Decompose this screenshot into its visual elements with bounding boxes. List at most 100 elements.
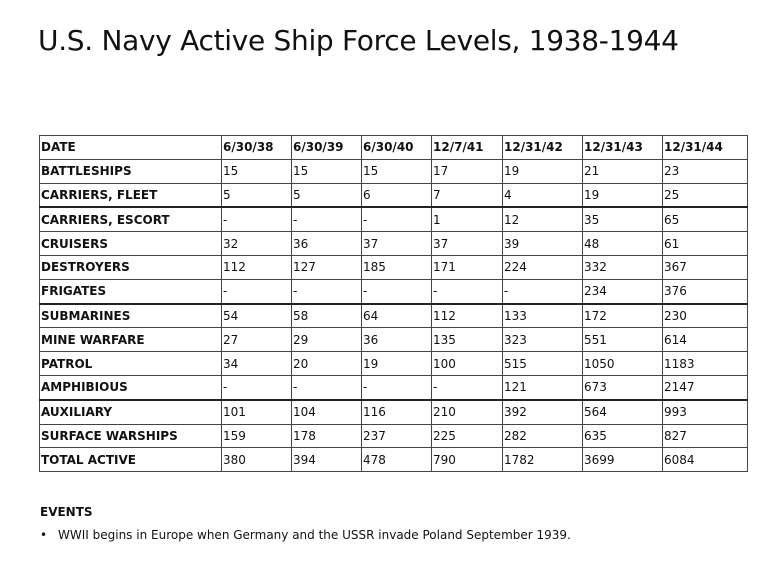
table-cell: 159 xyxy=(221,423,292,449)
table-row: CARRIERS, ESCORT - - -1 12 35 65 xyxy=(39,206,748,233)
events-heading: EVENTS xyxy=(40,505,93,519)
table-cell: 35 xyxy=(582,206,663,233)
page-title: U.S. Navy Active Ship Force Levels, 1938… xyxy=(38,24,679,57)
table-cell: - xyxy=(291,374,362,401)
header-cell: 12/7/41 xyxy=(431,135,503,160)
table-cell: 65 xyxy=(662,206,748,233)
table-row: BATTLESHIPS 15 15 15 17 19 21 23 xyxy=(39,158,748,184)
row-label: DESTROYERS xyxy=(39,254,222,280)
table-cell: 19 xyxy=(361,351,432,376)
table-cell: 25 xyxy=(662,182,748,208)
table-cell: - xyxy=(221,206,292,233)
table-cell: 2147 xyxy=(662,374,748,401)
table-cell: 112 xyxy=(221,254,292,280)
table-cell: 127 xyxy=(291,254,362,280)
table-cell: 185 xyxy=(361,254,432,280)
table-cell: 27 xyxy=(221,327,292,353)
table-cell: 1183 xyxy=(662,351,748,376)
table-cell: 394 xyxy=(291,447,362,473)
table-cell: 54 xyxy=(221,302,292,329)
table-cell: 121 xyxy=(502,374,583,401)
table-cell: 112 xyxy=(431,302,503,329)
table-cell: 332 xyxy=(582,254,663,280)
table-row: MINE WARFARE 27 29 36 135 323 551 614 xyxy=(39,327,748,353)
table-cell: - xyxy=(502,278,583,305)
table-row: TOTAL ACTIVE 380 394 478 790 1782 3699 6084 xyxy=(39,447,748,473)
table-cell: - xyxy=(431,278,503,305)
table-cell: 36 xyxy=(361,327,432,353)
table-row: CRUISERS 32 36 37 37 39 48 61 xyxy=(39,231,748,256)
table-cell: 172 xyxy=(582,302,663,329)
table-row: CARRIERS, FLEET 5 5 6 7 4 19 25 xyxy=(39,182,748,208)
table-row: PATROL 34 20 19 100 515 1050 1183 xyxy=(39,351,748,376)
row-label: SUBMARINES xyxy=(39,302,222,329)
table-cell: - xyxy=(361,206,432,233)
table-cell: 7 xyxy=(431,182,503,208)
table-cell: 135 xyxy=(431,327,503,353)
table-cell: 827 xyxy=(662,423,748,449)
table-cell: 1782 xyxy=(502,447,583,473)
table-cell: 1050 xyxy=(582,351,663,376)
table-cell: 367 xyxy=(662,254,748,280)
event-item: • WWII begins in Europe when Germany and … xyxy=(40,528,571,542)
table-row: FRIGATES - - - - -234 376 xyxy=(39,278,748,305)
table-cell: 380 xyxy=(221,447,292,473)
table-row: SURFACE WARSHIPS 159 178 237 225 282 635 827 xyxy=(39,423,748,449)
table-cell: 15 xyxy=(221,158,292,184)
table-cell: 12 xyxy=(502,206,583,233)
table-cell: 36 xyxy=(291,231,362,256)
table-cell: 790 xyxy=(431,447,503,473)
table-cell: 614 xyxy=(662,327,748,353)
table-cell: 376 xyxy=(662,278,748,305)
table-cell: 58 xyxy=(291,302,362,329)
table-cell: 4 xyxy=(502,182,583,208)
table-cell: 133 xyxy=(502,302,583,329)
force-levels-table: DATE 6/30/38 6/30/39 6/30/40 12/7/41 12/31/42… xyxy=(39,135,748,473)
table-row: AMPHIBIOUS - - - -121 673 2147 xyxy=(39,374,748,401)
table-cell: - xyxy=(221,278,292,305)
table-cell: 15 xyxy=(291,158,362,184)
row-label: TOTAL ACTIVE xyxy=(39,447,222,473)
table-cell: 29 xyxy=(291,327,362,353)
table-cell: - xyxy=(361,374,432,401)
table-cell: 23 xyxy=(662,158,748,184)
table-cell: 210 xyxy=(431,398,503,425)
row-label: CARRIERS, FLEET xyxy=(39,182,222,208)
table-cell: 551 xyxy=(582,327,663,353)
table-cell: - xyxy=(291,206,362,233)
row-label: BATTLESHIPS xyxy=(39,158,222,184)
header-cell: 6/30/39 xyxy=(291,135,362,160)
table-cell: 39 xyxy=(502,231,583,256)
table-cell: 34 xyxy=(221,351,292,376)
header-cell: 12/31/44 xyxy=(662,135,748,160)
table-cell: 282 xyxy=(502,423,583,449)
header-cell: 12/31/43 xyxy=(582,135,663,160)
row-label: CRUISERS xyxy=(39,231,222,256)
table-cell: 230 xyxy=(662,302,748,329)
row-label: SURFACE WARSHIPS xyxy=(39,423,222,449)
table-header-row: DATE 6/30/38 6/30/39 6/30/40 12/7/41 12/31/42… xyxy=(39,135,748,160)
table-row: DESTROYERS 112 127 185 171 224 332 367 xyxy=(39,254,748,280)
table-cell: 392 xyxy=(502,398,583,425)
table-cell: 224 xyxy=(502,254,583,280)
event-text: WWII begins in Europe when Germany and t… xyxy=(58,528,571,542)
header-cell: 6/30/40 xyxy=(361,135,432,160)
table-cell: 178 xyxy=(291,423,362,449)
table-cell: 564 xyxy=(582,398,663,425)
table-cell: 225 xyxy=(431,423,503,449)
table-cell: 116 xyxy=(361,398,432,425)
table-cell: 478 xyxy=(361,447,432,473)
row-label: CARRIERS, ESCORT xyxy=(39,206,222,233)
table-cell: 101 xyxy=(221,398,292,425)
header-cell: 6/30/38 xyxy=(221,135,292,160)
table-cell: 171 xyxy=(431,254,503,280)
table-cell: 64 xyxy=(361,302,432,329)
table-cell: - xyxy=(431,374,503,401)
table-cell: 237 xyxy=(361,423,432,449)
row-label: AUXILIARY xyxy=(39,398,222,425)
row-label: FRIGATES xyxy=(39,278,222,305)
table-cell: - xyxy=(361,278,432,305)
table-cell: 104 xyxy=(291,398,362,425)
table-cell: 19 xyxy=(502,158,583,184)
table-cell: 5 xyxy=(291,182,362,208)
